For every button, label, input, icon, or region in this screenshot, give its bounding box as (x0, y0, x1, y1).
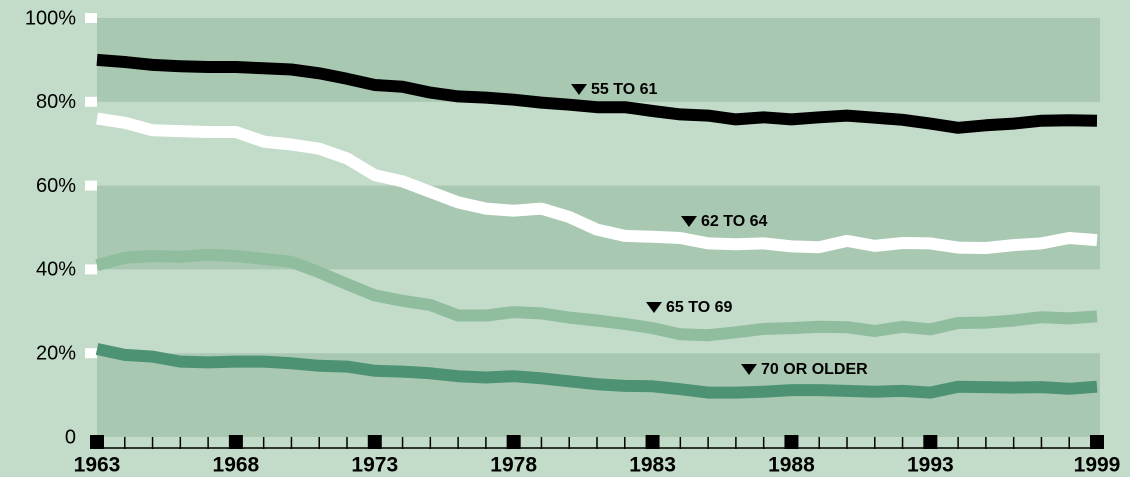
y-tick (85, 13, 97, 23)
label-marker (741, 364, 757, 375)
x-tick-label: 1968 (213, 454, 260, 477)
grid-band (97, 101, 1100, 186)
y-tick-label: 60% (36, 175, 76, 197)
x-tick (367, 435, 382, 449)
series-label: 55 TO 61 (591, 81, 658, 98)
x-tick-label: 1993 (907, 454, 954, 477)
y-tick (85, 96, 97, 107)
y-tick (85, 264, 97, 275)
grid-band (97, 269, 1100, 354)
x-tick (784, 435, 799, 449)
series-label: 62 TO 64 (701, 213, 768, 230)
y-tick-label: 100% (25, 7, 76, 29)
x-tick-label: 1983 (629, 454, 676, 477)
x-tick (1090, 435, 1104, 449)
x-tick-label: 1973 (351, 454, 398, 477)
series-line (96, 53, 1098, 134)
x-tick-label: 1978 (490, 454, 537, 477)
x-tick (228, 435, 243, 449)
label-marker (646, 302, 662, 313)
series-label: 70 OR OLDER (761, 361, 868, 378)
grid-band (97, 18, 1100, 102)
x-tick (923, 435, 938, 449)
series-line (96, 112, 1098, 254)
label-marker (681, 216, 697, 227)
x-tick (645, 435, 660, 449)
label-marker (571, 84, 587, 95)
y-tick-label: 80% (36, 91, 76, 113)
series-label: 65 TO 69 (666, 299, 733, 316)
y-tick-label: 40% (36, 259, 76, 281)
y-tick-label: 0 (65, 426, 76, 448)
x-tick-label: 1963 (74, 454, 121, 477)
series-line (95, 248, 1098, 342)
x-tick-label: 1999 (1074, 454, 1121, 477)
series-line (95, 343, 1098, 399)
y-tick (85, 348, 97, 359)
x-tick (506, 435, 521, 449)
x-tick (90, 435, 104, 449)
x-tick-label: 1988 (768, 454, 815, 477)
y-tick (85, 180, 97, 191)
y-tick-label: 20% (36, 342, 76, 364)
